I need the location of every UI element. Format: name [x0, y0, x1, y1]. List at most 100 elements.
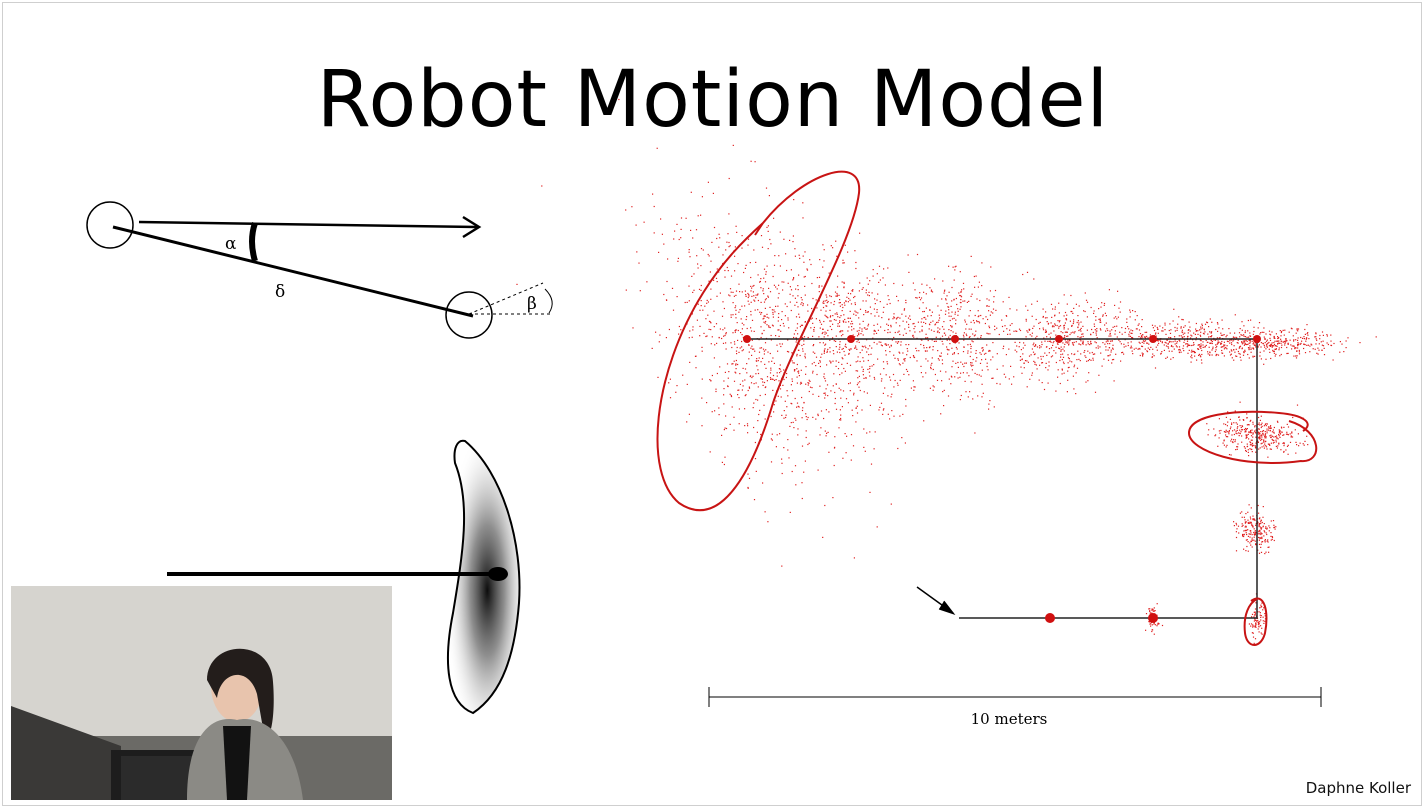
particle [1116, 336, 1118, 338]
particle [1251, 539, 1253, 541]
particle [745, 318, 747, 321]
particle [1326, 335, 1328, 337]
particle [1263, 350, 1265, 352]
particle [807, 416, 809, 419]
particle [783, 238, 785, 240]
particle [967, 350, 969, 352]
particle [725, 427, 728, 430]
particle [1085, 381, 1087, 383]
particle [762, 318, 764, 320]
particle [1283, 451, 1285, 453]
particle [824, 392, 826, 394]
particle [1217, 445, 1219, 447]
particle [1268, 348, 1270, 350]
particle [1246, 417, 1248, 419]
particle [767, 521, 769, 523]
particle [1236, 448, 1238, 450]
particle [1257, 504, 1259, 507]
particle [1079, 329, 1081, 331]
particle [1007, 333, 1009, 335]
particle [719, 292, 721, 294]
particle [1073, 319, 1075, 321]
particle [1225, 446, 1227, 448]
particle [729, 393, 731, 395]
particle [748, 303, 750, 305]
particle [780, 370, 782, 372]
particle [897, 359, 899, 361]
particle [925, 333, 927, 335]
particle [819, 365, 821, 368]
particle [957, 361, 959, 364]
particle [992, 377, 994, 379]
particle [1225, 431, 1227, 433]
particle [748, 351, 750, 353]
particle [1170, 329, 1172, 331]
particle [1265, 445, 1267, 447]
particle [1277, 343, 1279, 345]
particle [1072, 312, 1074, 314]
particle [1031, 348, 1033, 350]
particle [646, 281, 648, 283]
particle [1286, 445, 1289, 447]
particle [1227, 431, 1229, 433]
particle [1169, 332, 1172, 334]
particle [1022, 353, 1024, 355]
particle [1124, 331, 1126, 333]
particle [981, 359, 983, 361]
particle [1271, 346, 1273, 348]
particle [1306, 435, 1308, 437]
particle [940, 413, 942, 415]
particle [1148, 621, 1150, 623]
particle [1068, 366, 1070, 368]
particle [747, 300, 749, 302]
particle [1145, 337, 1147, 339]
particle [865, 310, 867, 312]
particle [836, 294, 838, 296]
particle [922, 302, 924, 304]
particle [707, 314, 709, 316]
particle [1085, 344, 1087, 346]
particle [724, 276, 726, 278]
particle [956, 372, 958, 374]
particle [905, 315, 907, 317]
particle [953, 317, 955, 319]
particle [1161, 624, 1164, 627]
particle [1191, 335, 1193, 337]
particle [734, 343, 736, 345]
particle [996, 353, 998, 355]
particle [839, 299, 841, 301]
particle [789, 301, 791, 303]
particle [897, 384, 899, 386]
particle [1200, 335, 1202, 337]
particle [950, 325, 952, 327]
particle [1106, 339, 1108, 341]
particle [756, 358, 758, 360]
particle [761, 246, 764, 248]
particle [777, 320, 779, 322]
particle [1265, 437, 1267, 439]
particle [1138, 329, 1141, 331]
particle [779, 324, 781, 327]
particle [1287, 444, 1289, 446]
particle [691, 313, 693, 315]
particle [1258, 432, 1260, 434]
particle [1255, 451, 1257, 453]
particle [1245, 550, 1247, 552]
particle [686, 421, 688, 423]
particle [1302, 337, 1304, 339]
particle [1251, 340, 1253, 342]
particle [780, 330, 782, 332]
particle [778, 292, 780, 295]
particle [1317, 353, 1319, 355]
particle [733, 295, 735, 297]
particle [943, 328, 945, 330]
particle [1263, 447, 1265, 449]
particle [1033, 353, 1035, 356]
particle [1232, 430, 1234, 432]
particle [1231, 350, 1233, 352]
particle [918, 350, 920, 352]
particle [969, 336, 971, 338]
particle [1088, 358, 1091, 361]
particle [1295, 339, 1297, 341]
particle [1055, 390, 1057, 392]
